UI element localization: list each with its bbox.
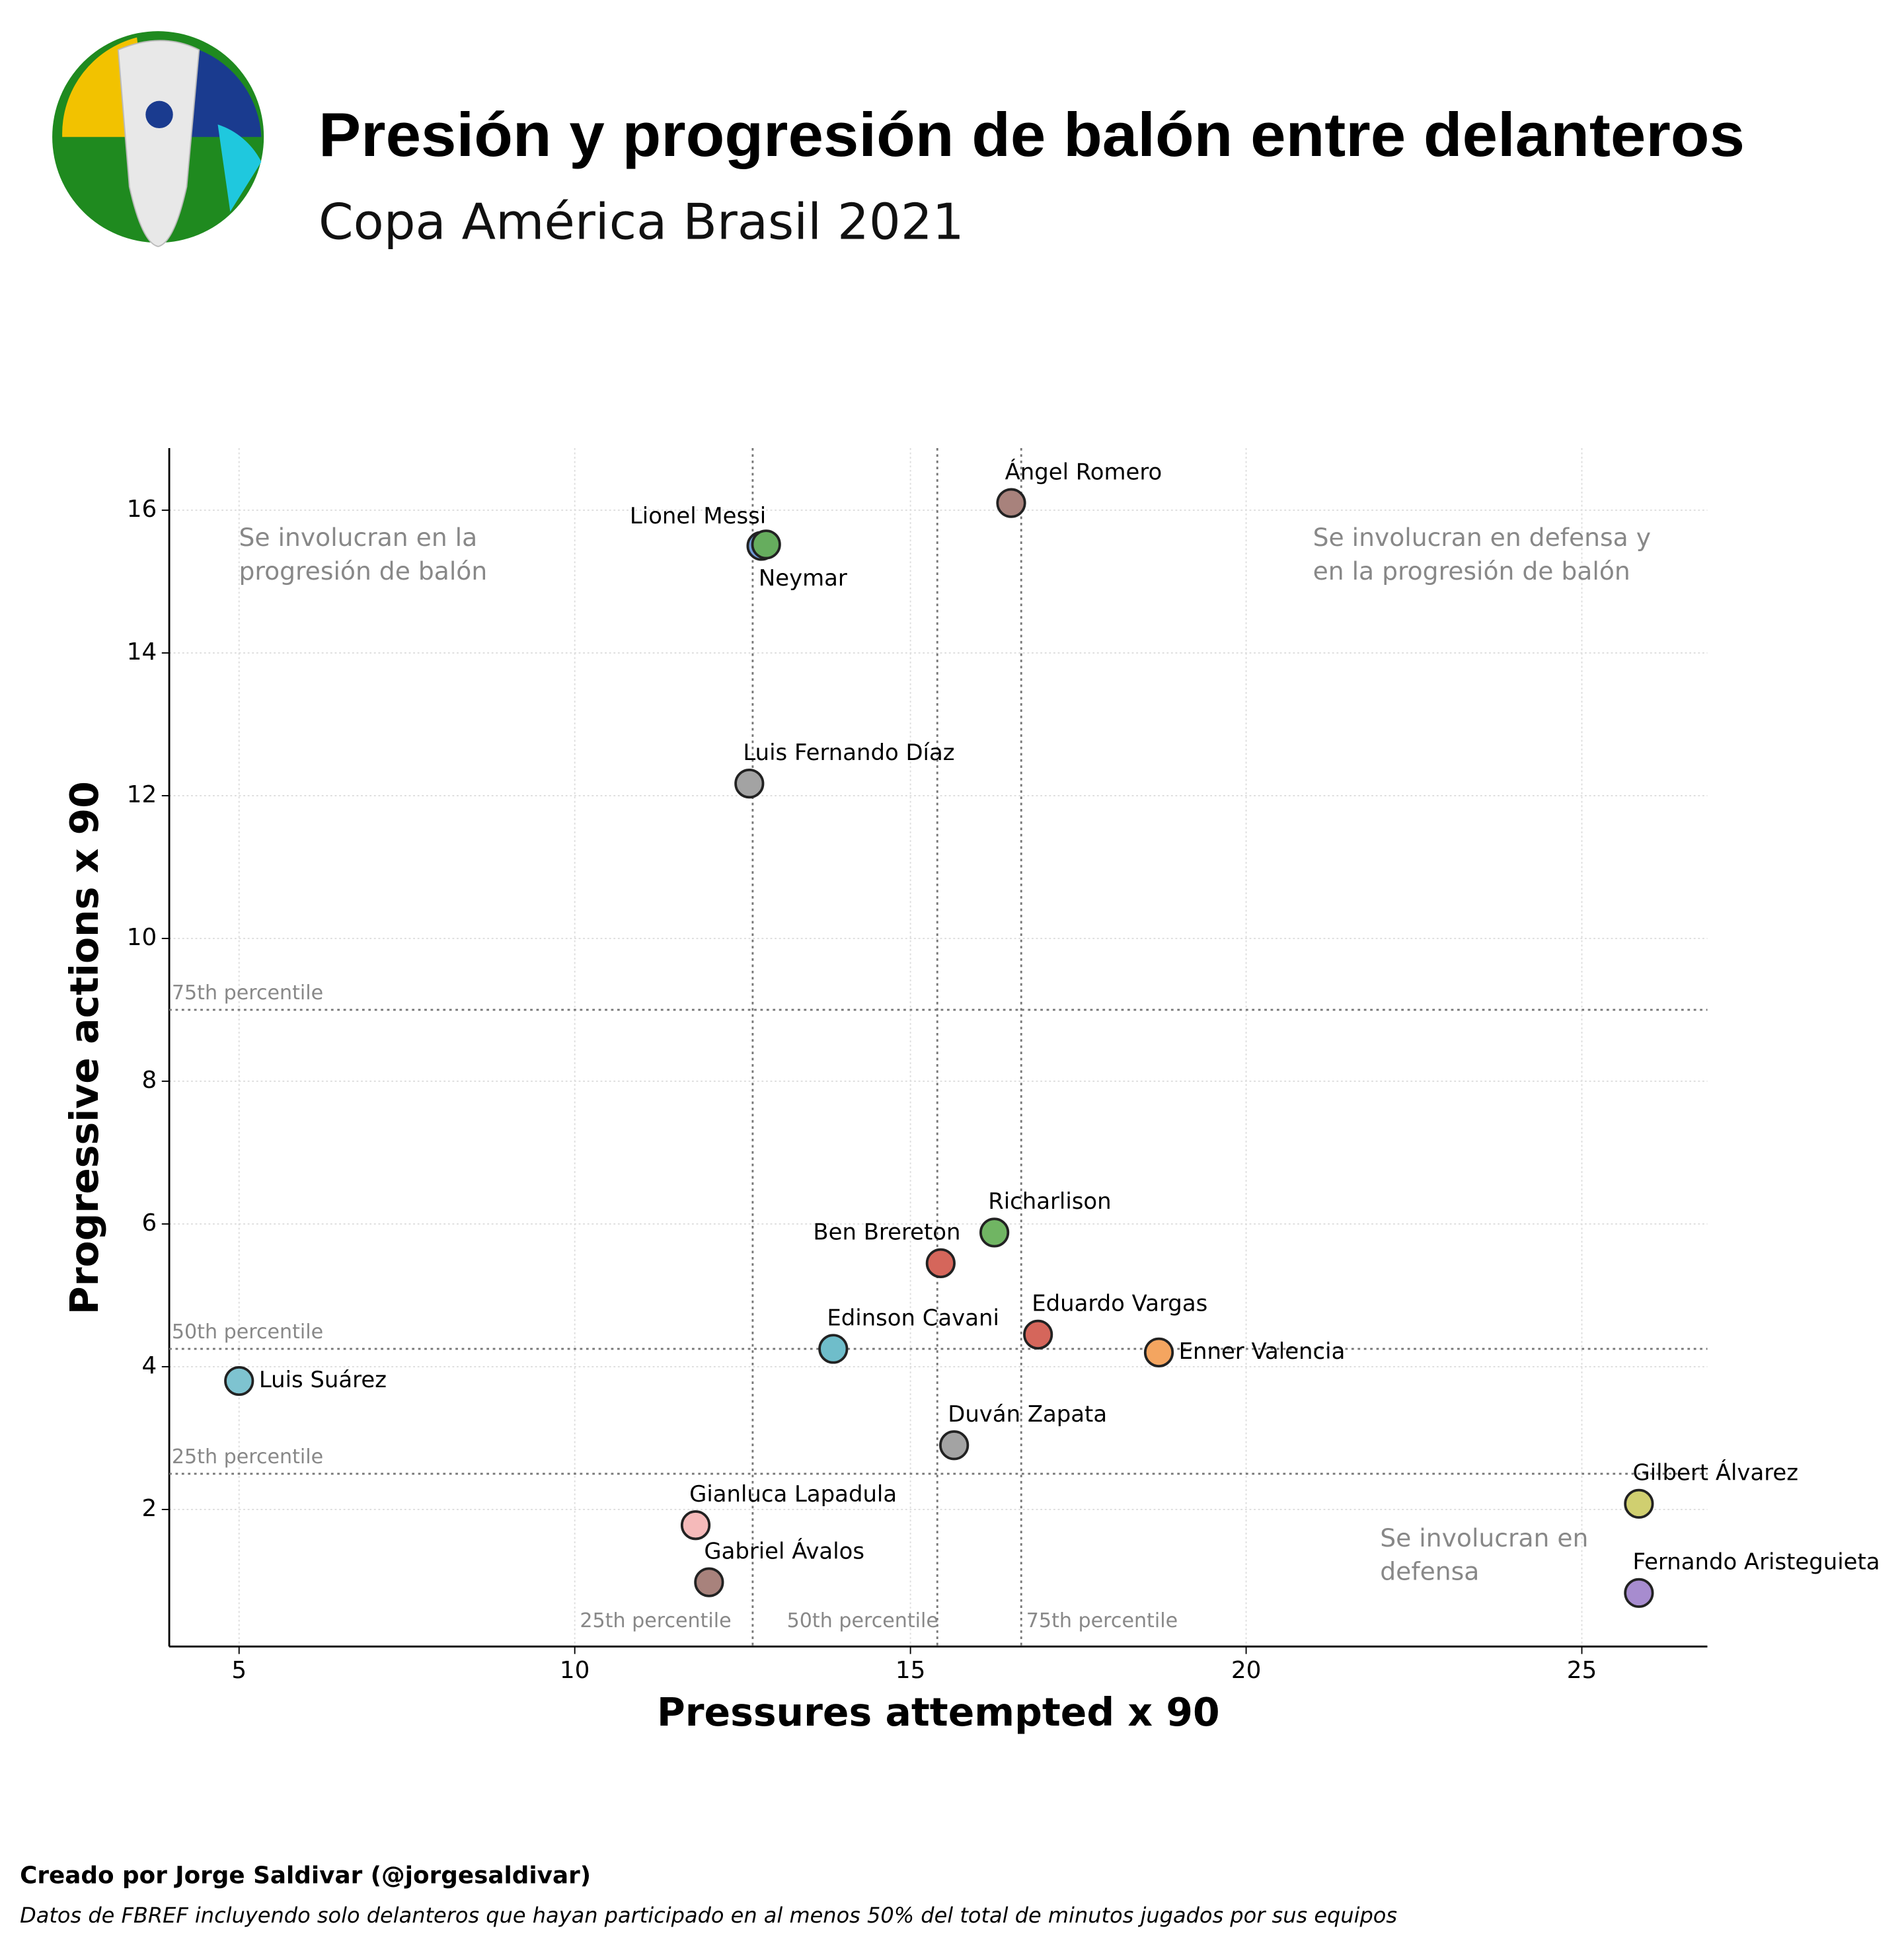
point-label: Duván Zapata: [948, 1401, 1107, 1427]
y-tick-label: 10: [127, 924, 157, 951]
point: [996, 488, 1026, 518]
y-tick-label: 8: [141, 1067, 157, 1094]
source-note: Datos de FBREF incluyendo solo delantero…: [20, 1903, 1397, 1928]
point: [751, 529, 781, 560]
quadrant-annotation: Se involucran en: [1380, 1523, 1588, 1552]
quadrant-annotation: Se involucran en la: [239, 523, 478, 552]
point-label: Luis Suárez: [259, 1367, 387, 1393]
logo: [52, 31, 264, 247]
quadrant-annotation: Se involucran en defensa y: [1313, 523, 1651, 552]
point: [734, 768, 765, 799]
percentile-label: 75th percentile: [1026, 1609, 1178, 1632]
percentile-label: 50th percentile: [172, 1320, 323, 1344]
subtitle: Copa América Brasil 2021: [319, 192, 964, 250]
x-tick-label: 15: [895, 1657, 926, 1684]
point: [694, 1567, 724, 1597]
point-label: Ben Brereton: [813, 1219, 960, 1245]
point: [224, 1365, 254, 1396]
x-tick-label: 25: [1567, 1657, 1597, 1684]
x-tick-label: 5: [231, 1657, 247, 1684]
point: [1143, 1337, 1174, 1367]
credit: Creado por Jorge Saldivar (@jorgesaldiva…: [20, 1862, 591, 1890]
y-axis-label: Progressive actions x 90: [62, 781, 107, 1315]
point: [925, 1248, 956, 1278]
point: [1624, 1488, 1654, 1519]
x-tick-label: 20: [1231, 1657, 1262, 1684]
percentile-label: 75th percentile: [172, 981, 323, 1005]
point: [1624, 1578, 1654, 1608]
y-tick-label: 4: [141, 1352, 157, 1379]
point: [680, 1510, 711, 1541]
point-label: Ángel Romero: [1005, 458, 1162, 484]
point-label: Enner Valencia: [1179, 1338, 1346, 1364]
point-label: Lionel Messi: [630, 503, 766, 529]
y-tick-label: 2: [141, 1495, 157, 1522]
point-label: Gilbert Álvarez: [1632, 1459, 1798, 1486]
point-label: Neymar: [759, 565, 847, 591]
point: [979, 1217, 1010, 1248]
x-tick-label: 10: [560, 1657, 590, 1684]
y-tick-label: 16: [127, 496, 157, 523]
x-axis-label: Pressures attempted x 90: [657, 1690, 1220, 1735]
percentile-label: 25th percentile: [172, 1445, 323, 1469]
plot-area: 5 10 15 20 25 2 4 6 8 10 12 14 16 25th percentile 50th…: [127, 447, 1880, 1684]
point: [939, 1430, 970, 1461]
point-label: Edinson Cavani: [827, 1305, 999, 1330]
y-tick-label: 6: [141, 1209, 157, 1237]
y-tick-label: 12: [127, 781, 157, 808]
percentile-label: 50th percentile: [787, 1609, 938, 1632]
percentile-label: 25th percentile: [580, 1609, 731, 1632]
y-tick-label: 14: [127, 638, 157, 666]
point-label: Richarlison: [988, 1188, 1111, 1214]
point-label: Gianluca Lapadula: [689, 1481, 897, 1507]
point-label: Fernando Aristeguieta: [1632, 1549, 1880, 1575]
point: [1023, 1319, 1053, 1350]
point: [818, 1334, 849, 1364]
quadrant-annotation: defensa: [1380, 1557, 1479, 1586]
point-label: Eduardo Vargas: [1032, 1291, 1207, 1317]
quadrant-annotation: en la progresión de balón: [1313, 556, 1630, 586]
point-label: Gabriel Ávalos: [704, 1537, 864, 1564]
title: Presión y progresión de balón entre dela…: [319, 100, 1745, 169]
point-label: Luis Fernando Díaz: [743, 740, 954, 765]
quadrant-annotation: progresión de balón: [239, 556, 488, 586]
